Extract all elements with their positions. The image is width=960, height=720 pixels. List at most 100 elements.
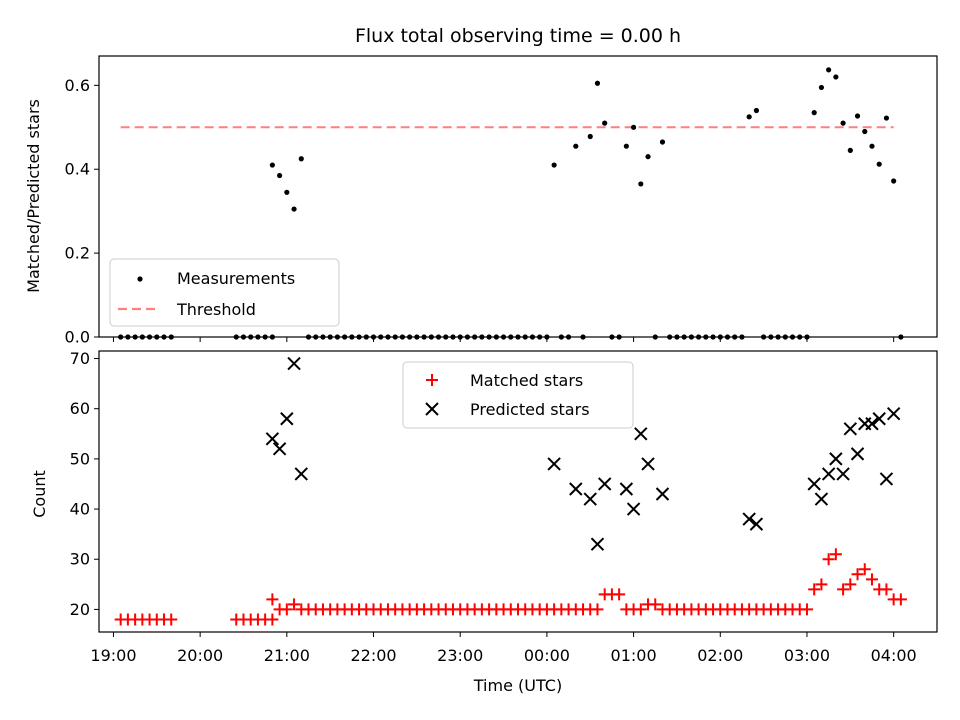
measurement-point — [847, 147, 853, 153]
legend-matched-marker — [426, 374, 438, 386]
predicted-star-point — [821, 467, 836, 481]
predicted-star-point — [655, 487, 670, 501]
measurement-point — [891, 178, 897, 184]
measurement-point — [869, 143, 875, 149]
measurement-point — [602, 120, 608, 126]
measurement-point — [876, 161, 882, 167]
matched-star-point — [266, 613, 279, 626]
top-y-tick-label: 0.6 — [65, 76, 90, 95]
matched-star-point — [865, 573, 878, 586]
bottom-plot-area: 20 30 40 50 60 70 19:00 20:00 21:00 22:00 23:00 00:… — [70, 349, 917, 665]
x-tick-label: 20:00 — [177, 646, 223, 665]
matched-star-point — [266, 593, 279, 606]
predicted-star-point — [280, 412, 294, 426]
matched-star-point — [880, 583, 893, 596]
matched-star-point — [829, 548, 842, 561]
measurement-point — [753, 107, 759, 114]
matched-star-point — [288, 598, 301, 611]
x-tick-label: 02:00 — [697, 646, 743, 665]
bottom-y-tick-label: 20 — [70, 600, 90, 619]
bottom-y-tick-label: 70 — [70, 349, 90, 368]
matched-star-point — [822, 553, 835, 566]
legend-measurements-marker — [137, 276, 143, 282]
predicted-star-point — [619, 482, 634, 496]
matched-star-point — [837, 583, 850, 596]
x-tick-label: 21:00 — [264, 646, 310, 665]
predicted-star-point — [843, 422, 858, 436]
x-tick-label: 23:00 — [437, 646, 483, 665]
measurement-point — [659, 139, 666, 145]
measurement-point — [826, 67, 832, 73]
x-tick-label: 00:00 — [524, 646, 570, 665]
measurement-point — [862, 128, 868, 135]
measurement-point — [811, 110, 817, 116]
predicted-star-point — [265, 432, 280, 446]
top-legend: Measurements Threshold — [109, 258, 340, 327]
measurement-point — [269, 162, 275, 168]
predicted-star-point — [886, 407, 901, 421]
x-tick-label: 22:00 — [350, 646, 396, 665]
measurement-point — [284, 189, 290, 195]
x-axis-label: Time (UTC) — [473, 676, 562, 695]
matched-star-point — [808, 583, 821, 596]
matched-star-point — [815, 578, 828, 591]
ratio-panel: Flux total observing time = 0.00 h Match… — [24, 25, 938, 347]
measurement-point — [833, 74, 839, 80]
bottom-legend: Matched stars Predicted stars — [402, 361, 634, 429]
matched-star-point — [800, 603, 813, 616]
measurement-point — [854, 113, 861, 119]
bottom-y-axis-label: Count — [30, 470, 49, 518]
matched-star-point — [894, 593, 907, 606]
bottom-y-tick-label: 60 — [70, 399, 90, 418]
matched-star-point — [591, 603, 604, 616]
legend-predicted-label: Predicted stars — [470, 400, 590, 419]
measurement-point — [623, 143, 629, 149]
measurement-point — [883, 115, 890, 121]
legend-predicted-marker — [425, 402, 439, 416]
predicted-star-point — [814, 492, 829, 506]
top-y-tick-label: 0.0 — [65, 328, 90, 347]
predicted-star-point — [272, 442, 287, 456]
bottom-y-tick-label: 30 — [70, 550, 90, 569]
x-tick-label: 01:00 — [611, 646, 657, 665]
measurement-point — [594, 80, 601, 86]
matched-star-point — [634, 603, 647, 616]
measurement-point — [630, 124, 637, 130]
measurement-point — [818, 84, 825, 91]
legend-matched-label: Matched stars — [470, 371, 583, 390]
measurement-point — [573, 143, 579, 149]
predicted-star-point — [583, 492, 597, 506]
bottom-axes-frame — [98, 350, 938, 633]
top-legend-box — [109, 258, 340, 327]
measurement-point — [587, 133, 593, 140]
x-tick-label: 19:00 — [90, 646, 136, 665]
measurement-point — [645, 154, 651, 160]
predicted-star-point — [597, 477, 612, 491]
predicted-star-point — [879, 472, 894, 486]
bottom-legend-box — [402, 361, 634, 429]
measurement-point — [291, 206, 297, 212]
measurement-point — [840, 120, 846, 126]
matched-star-point — [165, 613, 178, 626]
predicted-star-point — [829, 452, 843, 466]
matched-star-point — [613, 588, 626, 601]
measurement-point — [638, 181, 644, 187]
predicted-star-point — [590, 537, 605, 551]
chart-title: Flux total observing time = 0.00 h — [355, 25, 681, 47]
bottom-y-tick-label: 40 — [70, 500, 90, 519]
top-y-tick-label: 0.4 — [65, 160, 90, 179]
measurement-point — [277, 172, 283, 179]
top-y-tick-label: 0.2 — [65, 244, 90, 263]
matched-star-point — [851, 568, 864, 581]
x-tick-label: 03:00 — [784, 646, 830, 665]
legend-threshold-label: Threshold — [176, 300, 256, 319]
predicted-star-point — [634, 427, 648, 441]
matched-star-point — [649, 598, 662, 611]
measurement-point — [298, 156, 304, 162]
top-y-axis-label: Matched/Predicted stars — [24, 99, 43, 293]
matched-star-point — [280, 603, 293, 616]
predicted-star-point — [547, 457, 561, 471]
